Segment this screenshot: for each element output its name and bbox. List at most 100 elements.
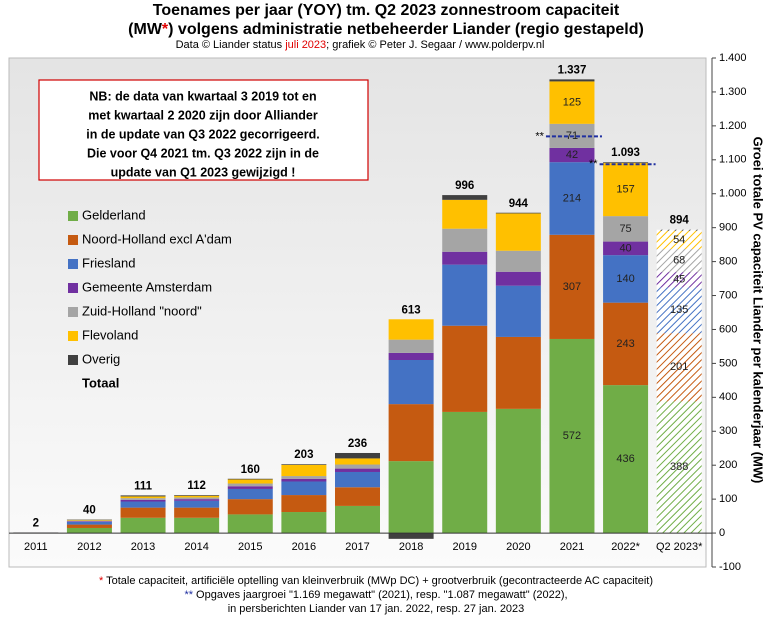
bar-segment: [281, 476, 327, 479]
note-line: met kwartaal 2 2020 zijn door Alliander: [88, 108, 318, 122]
legend-label: Zuid-Holland "noord": [82, 303, 202, 318]
bar-segment: [549, 162, 595, 235]
bar-segment: [656, 401, 702, 534]
title-part: *: [162, 21, 169, 38]
bar-segment: [495, 250, 541, 272]
value-label: 125: [563, 97, 581, 109]
value-label: 68: [673, 254, 685, 266]
bar-segment: [227, 499, 273, 515]
bar-segment: [120, 498, 166, 500]
total-label: 613: [402, 304, 421, 316]
legend-label: Friesland: [82, 255, 135, 270]
bar-segment: [227, 479, 273, 484]
total-label: 203: [294, 449, 313, 461]
x-tick-label: 2017: [345, 541, 369, 553]
value-label: 157: [616, 183, 634, 195]
bar-segment: [281, 481, 327, 496]
y-tick-label: 800: [719, 256, 737, 268]
x-tick-label: 2014: [184, 541, 208, 553]
bar-segment: [603, 255, 649, 303]
reference-label: **: [535, 130, 544, 142]
y-tick-label: 1.400: [719, 52, 747, 64]
bar-segment: [603, 385, 649, 534]
bar-segment: [549, 81, 595, 124]
bar-segment: [603, 162, 649, 217]
bar-segment: [66, 527, 112, 534]
legend-swatch: [68, 235, 78, 245]
y-tick-label: 200: [719, 459, 737, 471]
bar-segment: [335, 452, 380, 459]
title-part: ) volgens administratie netbeheerder Lia…: [168, 21, 644, 38]
bar-segment: [335, 464, 380, 469]
y-tick-label: 1.100: [719, 154, 747, 166]
value-label: 214: [563, 192, 581, 204]
x-tick-label: Q2 2023*: [656, 541, 703, 553]
footnote-mark: *: [99, 575, 104, 587]
bar-segment: [388, 352, 434, 361]
bar-segment: [388, 339, 434, 353]
value-label: 436: [616, 453, 634, 465]
title-part: (MW: [128, 21, 163, 38]
value-label: 572: [563, 430, 581, 442]
bar-segment: [656, 249, 702, 273]
legend-label: Overig: [82, 351, 120, 366]
x-tick-label: 2015: [238, 541, 262, 553]
bar-segment: [442, 264, 488, 326]
bar-segment: [442, 195, 488, 200]
value-label: 54: [673, 234, 685, 246]
legend-label: Flevoland: [82, 327, 138, 342]
bar-segment: [549, 234, 595, 339]
bar-segment: [120, 507, 166, 518]
y-tick-label: 300: [719, 425, 737, 437]
bar-segment: [335, 487, 380, 506]
bar-segment: [174, 500, 220, 508]
total-label: 1.337: [558, 64, 587, 76]
x-tick-label: 2018: [399, 541, 423, 553]
value-label: 75: [619, 223, 631, 235]
bar-segment: [656, 229, 702, 231]
bar-segment: [281, 464, 327, 465]
bar-segment: [281, 478, 327, 482]
bar-segment: [66, 524, 112, 528]
footnote-text: Opgaves jaargroei "1.169 megawatt" (2021…: [193, 589, 568, 601]
value-label: 307: [563, 281, 581, 293]
y-tick-label: 700: [719, 289, 737, 301]
total-label: 112: [187, 480, 206, 492]
bar-segment: [549, 338, 595, 534]
value-label: 45: [673, 274, 685, 286]
bar-segment: [603, 302, 649, 386]
y-tick-label: 900: [719, 222, 737, 234]
bar-segment: [603, 216, 649, 242]
legend-swatch: [68, 307, 78, 317]
bar-segment: [281, 464, 327, 477]
y-axis-label: Groei totale PV capaciteit Liander per k…: [751, 137, 766, 484]
x-tick-label: 2012: [77, 541, 101, 553]
note-line: in de update van Q3 2022 gecorrigeerd.: [86, 127, 319, 141]
bar-segment: [174, 507, 220, 518]
bar-segment: [495, 213, 541, 251]
bar-segment: [281, 495, 327, 513]
bar-segment: [120, 517, 166, 534]
total-label: 996: [455, 180, 474, 192]
bar-segment: [495, 336, 541, 409]
note-line: Die voor Q4 2021 tm. Q3 2022 zijn in de: [87, 146, 319, 160]
total-label: 111: [134, 480, 153, 492]
note-line: NB: de data van kwartaal 3 2019 tot en: [89, 89, 316, 103]
x-tick-label: 2011: [24, 541, 48, 553]
bar-segment: [656, 287, 702, 334]
bar-segment: [174, 497, 220, 500]
legend-swatch: [68, 259, 78, 269]
legend-swatch: [68, 211, 78, 221]
bar-segment: [549, 79, 595, 82]
bar-segment: [603, 241, 649, 256]
bar-segment: [120, 496, 166, 499]
total-label: 894: [670, 215, 690, 227]
x-tick-label: 2019: [452, 541, 476, 553]
value-label: 243: [616, 338, 634, 350]
value-label: 135: [670, 304, 688, 316]
footnote: * Totale capaciteit, artificiële optelli…: [99, 575, 653, 587]
footnote: in persberichten Liander van 17 jan. 202…: [228, 603, 525, 615]
x-tick-label: 2016: [292, 541, 316, 553]
value-label: 201: [670, 361, 688, 373]
